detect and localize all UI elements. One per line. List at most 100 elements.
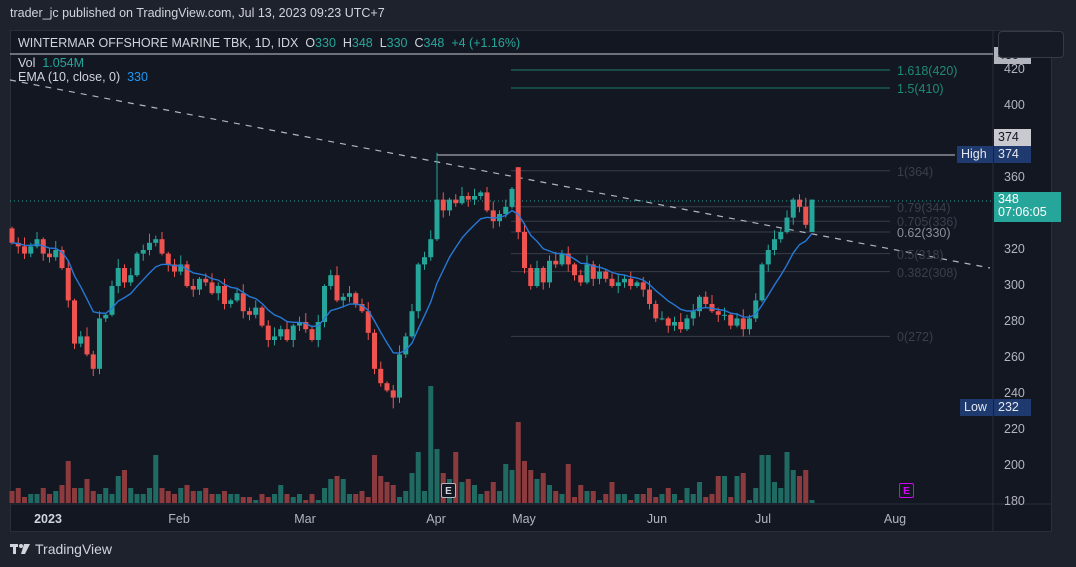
candle (772, 230, 777, 256)
candle (753, 293, 759, 322)
volume-bar (603, 494, 609, 503)
candle (378, 361, 384, 387)
candle-body (459, 196, 465, 204)
candle-body (440, 199, 446, 211)
high-value: 348 (351, 36, 373, 50)
candle (403, 332, 409, 358)
candle (372, 329, 377, 375)
candle-body (215, 286, 221, 294)
candle (272, 327, 277, 346)
candle (634, 280, 640, 288)
candle (159, 232, 165, 256)
candle-body (722, 314, 727, 316)
volume-bar (684, 488, 690, 503)
time-label-jul: Jul (755, 512, 771, 526)
tradingview-logo-icon (10, 544, 30, 554)
candle (709, 295, 715, 313)
volume-bar (109, 494, 115, 503)
price-tick: 240 (1004, 386, 1025, 400)
last-price: 348 (998, 192, 1019, 206)
candle (534, 260, 540, 288)
candle-body (328, 275, 334, 286)
candle-body (553, 260, 559, 265)
legend-toggle-box[interactable] (998, 31, 1064, 58)
candle (65, 260, 71, 308)
ema-legend[interactable]: EMA (10, close, 0) 330 (18, 70, 148, 84)
candle-body (684, 318, 690, 330)
volume-bar (690, 494, 696, 503)
volume-bar (409, 473, 415, 503)
volume-bar (122, 470, 127, 503)
candle-body (247, 311, 252, 315)
candle (803, 197, 809, 229)
candle-body (765, 250, 771, 265)
volume-label: Vol (18, 56, 36, 70)
candle (353, 291, 359, 308)
candle (559, 250, 565, 267)
fib-level-label: 1(364) (897, 164, 934, 179)
volume-bar (247, 497, 252, 503)
time-label-may: May (512, 512, 536, 526)
high-tag: High (957, 146, 993, 163)
time-label-jun: Jun (646, 512, 668, 526)
volume-legend[interactable]: Vol 1.054M (18, 56, 84, 70)
fib-level-label: 0(272) (897, 330, 934, 345)
candle (290, 323, 296, 348)
candle (497, 210, 502, 227)
volume-bar (515, 422, 521, 503)
candle (347, 286, 352, 303)
candle-body (690, 311, 696, 319)
volume-bar (147, 488, 152, 503)
candle (447, 197, 452, 216)
fib-extension[interactable] (511, 69, 890, 337)
candle-body (772, 239, 777, 250)
candle (528, 264, 534, 290)
candle-body (140, 250, 146, 254)
volume-bar (628, 500, 634, 503)
earnings-marker-upcoming[interactable]: E (899, 483, 914, 498)
candle-body (565, 253, 571, 265)
volume-bar (228, 494, 234, 503)
candle (572, 262, 577, 281)
candle-body (97, 318, 102, 369)
candle (97, 311, 102, 375)
candle (190, 278, 196, 297)
earnings-marker-past[interactable]: E (441, 483, 456, 498)
volume-bar (334, 476, 340, 503)
candle-body (253, 307, 259, 315)
candle-body (428, 239, 434, 258)
volume-bar (697, 482, 702, 503)
fib-level-label: 0.79(344) (897, 200, 951, 215)
trendline[interactable] (9, 79, 991, 269)
volume-bar (153, 455, 159, 503)
volume-bar (359, 491, 365, 503)
tradingview-logo[interactable]: TradingView (10, 541, 112, 557)
candle (90, 350, 96, 376)
candle-body (372, 332, 377, 369)
volume-bar (634, 494, 640, 503)
candle-body (665, 318, 671, 326)
candle-body (465, 196, 471, 200)
price-tick: 360 (1004, 170, 1025, 184)
candle (609, 273, 615, 288)
candle (728, 313, 734, 330)
ema-line[interactable] (11, 209, 813, 354)
bar-countdown: 07:06:05 (998, 205, 1047, 219)
symbol-legend[interactable]: WINTERMAR OFFSHORE MARINE TBK, 1D, IDX O… (18, 36, 520, 50)
low-value: 330 (386, 36, 408, 50)
volume-bar (397, 497, 402, 503)
volume-bar (9, 491, 15, 503)
price-tick: 320 (1004, 242, 1025, 256)
close-value: 348 (423, 36, 445, 50)
volume-bar (328, 479, 334, 503)
candle-body (628, 278, 634, 286)
candle (740, 309, 746, 337)
candle-body (540, 268, 546, 283)
candle-body (22, 246, 27, 254)
volume-bar (178, 488, 184, 503)
candle-body (572, 264, 577, 276)
candle-body (353, 293, 359, 304)
volume-bar (609, 482, 615, 503)
candle-body (322, 286, 327, 322)
